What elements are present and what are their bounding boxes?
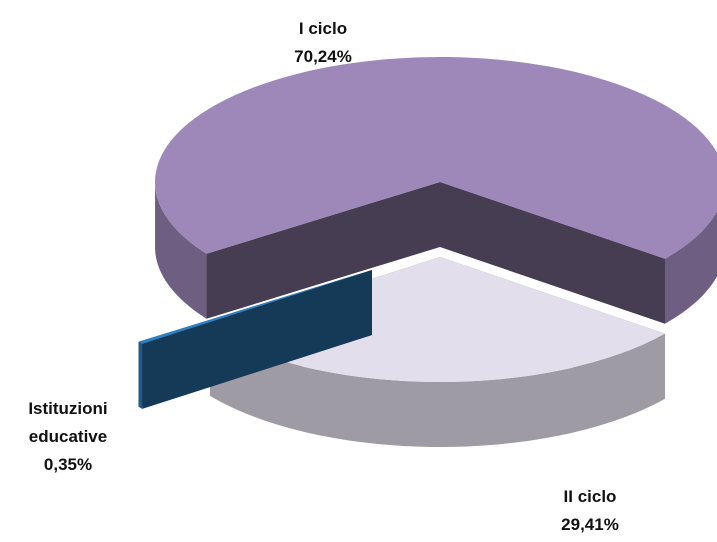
pie-slice	[155, 57, 717, 259]
slice-side	[440, 182, 665, 324]
slice-side	[155, 184, 207, 319]
category-label: Istituzioni educative	[28, 399, 108, 446]
pie-slice	[210, 257, 665, 382]
slice-label: II ciclo 29,41%	[530, 483, 650, 539]
slice-side	[210, 330, 665, 447]
slice-label: I ciclo 70,24%	[263, 15, 383, 71]
category-label: I ciclo	[298, 19, 348, 38]
slice-label: Istituzioni educative 0,35%	[8, 395, 128, 479]
slice-side	[206, 182, 440, 319]
category-label: II ciclo	[563, 487, 617, 506]
slice-side	[664, 211, 717, 324]
value-label: 0,35%	[43, 455, 93, 474]
value-label: 70,24%	[294, 47, 352, 66]
pie-slice	[138, 270, 372, 344]
slice-side	[138, 270, 372, 407]
value-label: 29,41%	[561, 515, 619, 534]
slice-side	[138, 341, 143, 409]
